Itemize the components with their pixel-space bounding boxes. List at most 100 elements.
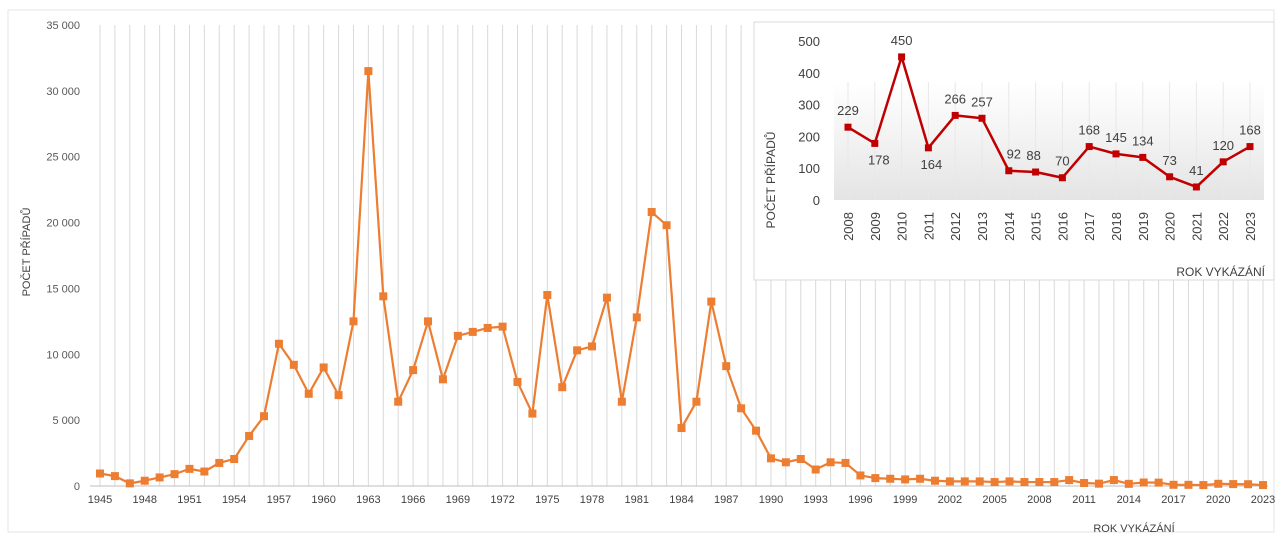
data-point [185,464,194,473]
data-point [588,342,597,351]
main-x-axis-label: ROK VYKÁZÁNÍ [1093,522,1175,535]
data-point [1184,480,1193,489]
inset-data-point [1085,143,1093,151]
data-point [334,391,343,400]
x-tick-label: 1969 [446,494,470,506]
inset-data-label: 450 [891,33,913,48]
inset-y-tick-label: 400 [798,66,820,81]
inset-series [844,53,1254,191]
inset-data-point [871,139,879,147]
data-point [975,477,984,486]
x-tick-label: 1984 [669,494,693,506]
data-point [796,454,805,463]
data-point [304,389,313,398]
data-point [513,377,522,386]
data-point [647,208,656,217]
inset-x-tick-label: 2019 [1136,212,1151,241]
x-tick-label: 1966 [401,494,425,506]
inset-data-point [898,53,906,61]
inset-x-tick-label: 2020 [1163,212,1178,241]
x-tick-label: 2023 [1251,494,1275,506]
data-point [96,469,104,478]
x-tick-label: 1951 [177,494,201,506]
main-x-axis: 1945 1948 1951 1954 1957 1960 1963 1966 1969 1972… [88,494,1275,506]
data-point [1154,478,1163,487]
data-point [1199,481,1208,490]
data-point [871,474,880,483]
x-tick-label: 1948 [132,494,156,506]
data-point [558,383,567,392]
data-point [1229,480,1238,489]
inset-data-label: 168 [1078,123,1100,138]
data-point [438,375,447,384]
inset-data-point [978,114,986,122]
x-tick-label: 1957 [267,494,291,506]
data-point [289,360,298,369]
inset-x-tick-label: 2013 [975,212,990,241]
inset-data-point [844,123,852,131]
data-point [483,323,492,332]
inset-y-tick-label: 200 [798,129,820,144]
inset-data-point [951,111,959,119]
data-point [364,67,373,76]
inset-data-label: 88 [1026,148,1040,163]
data-point [722,362,731,371]
main-series [96,67,1267,490]
inset-data-label: 229 [837,103,859,118]
data-point [752,426,761,435]
data-point [215,458,224,467]
inset-data-point [1058,174,1066,182]
data-point [170,470,179,479]
y-tick-label: 15 000 [46,283,80,295]
inset-data-label: 266 [944,91,966,106]
inset-data-label: 168 [1239,123,1261,138]
x-tick-label: 1960 [311,494,335,506]
data-point [1080,478,1089,487]
data-point [125,479,134,488]
data-point [245,431,254,440]
inset-data-point [1032,168,1040,176]
y-tick-label: 25 000 [46,152,80,164]
x-tick-label: 1963 [356,494,380,506]
data-point [960,477,969,486]
inset-y-axis: 0 100 200 300 400 500 [798,34,820,208]
data-point [811,465,820,474]
data-point [260,412,269,421]
inset-data-point [1192,183,1200,191]
data-point [1020,478,1029,487]
inset-x-tick-label: 2018 [1109,212,1124,241]
inset-data-point [1112,150,1120,158]
data-point [707,297,716,306]
x-tick-label: 1945 [88,494,112,506]
x-tick-label: 1972 [490,494,514,506]
data-point [737,404,746,413]
x-tick-label: 1996 [848,494,872,506]
x-tick-label: 2011 [1072,494,1096,506]
x-tick-label: 1954 [222,494,246,506]
inset-x-tick-label: 2015 [1029,212,1044,241]
inset-data-point [1219,158,1227,166]
data-point [930,476,939,485]
main-y-axis-label: POČET PŘÍPADŮ [20,208,33,297]
data-point [1109,476,1118,485]
data-point [662,221,671,230]
x-tick-label: 2014 [1117,494,1141,506]
data-point [1005,477,1014,486]
data-point [528,409,537,418]
inset-data-point [1139,153,1147,161]
data-point [379,292,388,301]
x-tick-label: 1993 [803,494,827,506]
inset-data-label: 73 [1162,153,1176,168]
inset-y-axis-label: POČET PŘÍPADŮ [763,132,778,229]
x-tick-label: 1975 [535,494,559,506]
x-tick-label: 2020 [1206,494,1230,506]
x-tick-label: 2002 [938,494,962,506]
inset-chart: 0 100 200 300 400 500 2008 2009 2010 2011 2012 201… [753,21,1275,281]
inset-x-tick-label: 2009 [868,212,883,241]
data-point [498,322,507,331]
inset-data-point [1166,173,1174,181]
data-point [394,397,403,406]
data-point [349,317,358,326]
data-point [990,478,999,487]
